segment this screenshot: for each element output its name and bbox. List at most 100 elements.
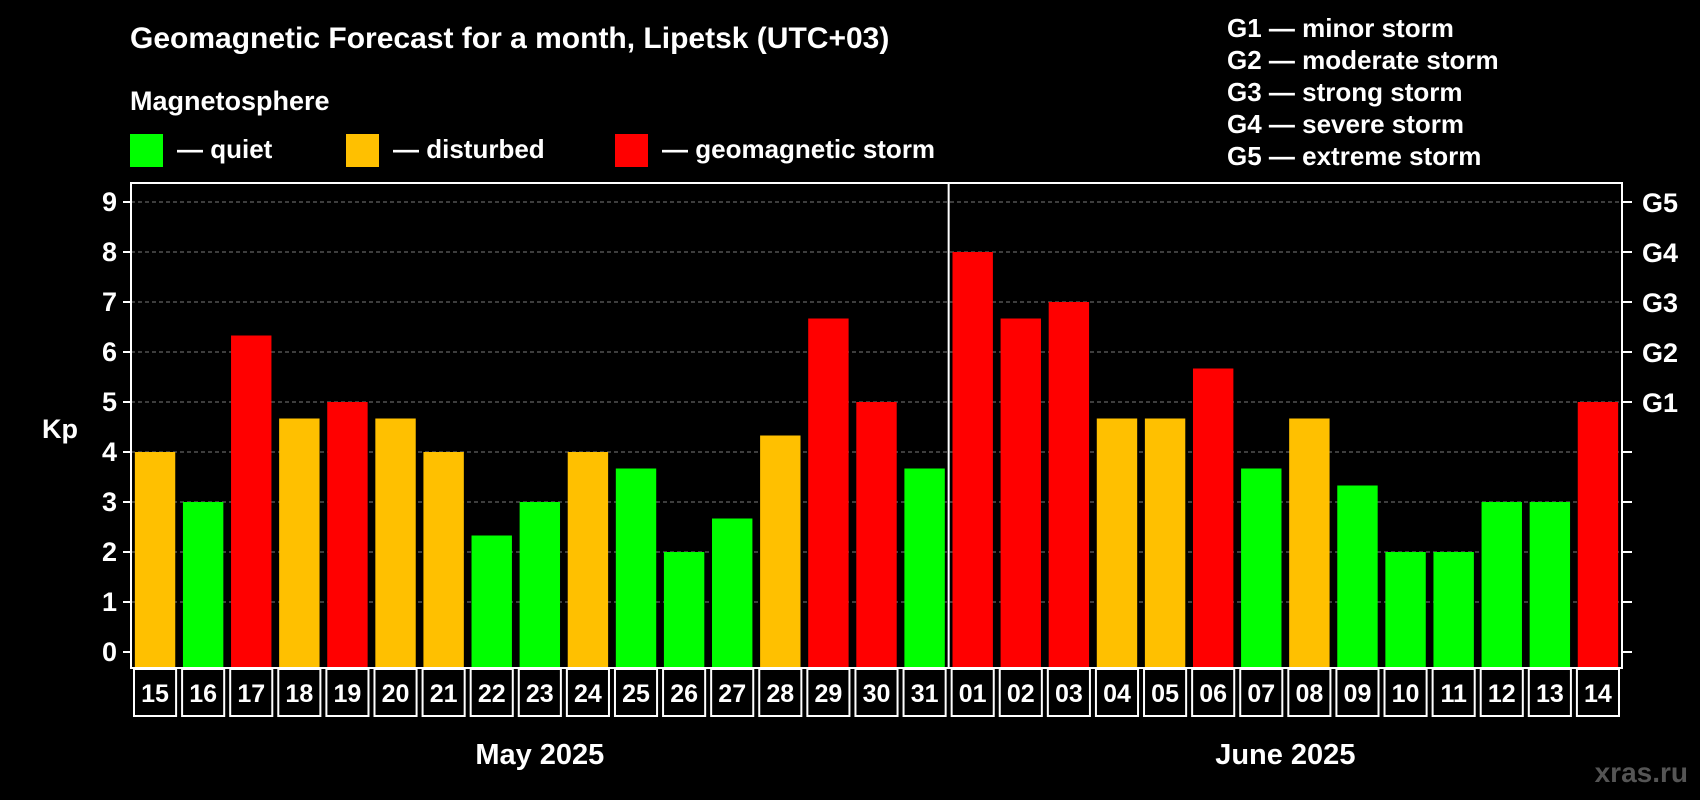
- x-cell-29: [806, 668, 851, 717]
- x-cell-01: [950, 668, 995, 717]
- bar-08: [1289, 418, 1330, 668]
- x-tick-label: 17: [237, 680, 265, 708]
- bar-01: [952, 252, 993, 668]
- x-tick-label: 15: [141, 680, 169, 708]
- x-tick-label: 31: [911, 680, 939, 708]
- bar-20: [375, 418, 416, 668]
- storm-level-list: G1 — minor storm G2 — moderate storm G3 …: [1227, 13, 1499, 171]
- x-cell-13: [1527, 668, 1572, 717]
- storm-level-g5: G5 — extreme storm: [1227, 141, 1481, 171]
- x-tick-label: 10: [1392, 680, 1420, 708]
- storm-level-g1: G1 — minor storm: [1227, 13, 1454, 43]
- x-cell-23: [517, 668, 562, 717]
- x-axis-cells: 15 16 17 18 19 20 21 22 23 24 25 26 27 28 29 30 31 01 02 03…: [133, 668, 1620, 717]
- y-tick-label: 7: [102, 287, 117, 317]
- chart-title: Geomagnetic Forecast for a month, Lipets…: [130, 22, 889, 55]
- x-tick-label: 07: [1247, 680, 1275, 708]
- x-tick-label: 24: [574, 680, 602, 708]
- legend-label-quiet: — quiet: [177, 134, 273, 164]
- bar-24: [567, 452, 609, 668]
- bar-26: [663, 552, 705, 668]
- storm-axis-label: G3: [1642, 288, 1678, 318]
- y-tick-label: 5: [102, 387, 117, 417]
- x-tick-label: 18: [285, 680, 313, 708]
- bar-07: [1241, 468, 1282, 668]
- x-cell-24: [565, 668, 610, 717]
- storm-axis-label: G5: [1642, 188, 1678, 218]
- bar-03: [1048, 302, 1090, 668]
- x-tick-label: 06: [1199, 680, 1227, 708]
- bar-27: [712, 518, 753, 668]
- x-cell-19: [325, 668, 370, 717]
- y-axis-ticks: 0 1 2 3 4 5 6 7 8 9: [102, 187, 131, 667]
- bar-18: [279, 418, 320, 668]
- bar-04: [1096, 418, 1138, 668]
- x-tick-label: 09: [1344, 680, 1372, 708]
- bar-02: [1000, 318, 1041, 668]
- x-cell-25: [613, 668, 659, 717]
- x-cell-21: [421, 668, 466, 717]
- month-label-0: May 2025: [475, 739, 604, 771]
- y-tick-label: 8: [102, 237, 117, 267]
- x-cell-22: [469, 668, 514, 717]
- x-tick-label: 28: [766, 680, 794, 708]
- bar-05: [1144, 418, 1186, 668]
- x-cell-04: [1094, 668, 1140, 717]
- x-cell-16: [181, 668, 226, 717]
- storm-axis-label: G2: [1642, 338, 1678, 368]
- bar-23: [519, 502, 561, 668]
- x-cell-08: [1287, 668, 1332, 717]
- x-cell-26: [662, 668, 707, 717]
- storm-level-g2: G2 — moderate storm: [1227, 45, 1499, 75]
- storm-level-g4: G4 — severe storm: [1227, 109, 1464, 139]
- x-cell-02: [998, 668, 1043, 717]
- bar-09: [1337, 485, 1378, 668]
- watermark: xras.ru: [1595, 757, 1688, 788]
- bar-17: [231, 335, 272, 668]
- legend-label-storm: — geomagnetic storm: [662, 134, 935, 164]
- legend-swatch-storm: [615, 134, 648, 167]
- y-tick-label: 0: [102, 637, 117, 667]
- x-tick-label: 25: [622, 680, 650, 708]
- x-tick-label: 13: [1536, 680, 1564, 708]
- bar-11: [1433, 552, 1474, 668]
- y-axis-label: Kp: [42, 414, 78, 444]
- x-tick-label: 08: [1295, 680, 1323, 708]
- x-cell-28: [758, 668, 803, 717]
- x-tick-label: 12: [1488, 680, 1516, 708]
- y-tick-label: 6: [102, 337, 117, 367]
- x-tick-label: 27: [718, 680, 746, 708]
- x-tick-label: 22: [478, 680, 506, 708]
- y-tick-label: 4: [102, 437, 117, 467]
- x-cell-17: [229, 668, 274, 717]
- y-tick-label: 3: [102, 487, 117, 517]
- bar-15: [134, 452, 176, 668]
- bar-29: [808, 318, 849, 668]
- x-tick-label: 30: [863, 680, 891, 708]
- x-cell-27: [710, 668, 755, 717]
- x-cell-18: [277, 668, 322, 717]
- bar-06: [1192, 368, 1234, 668]
- bar-28: [760, 435, 801, 668]
- x-tick-label: 29: [814, 680, 842, 708]
- y-tick-label: 2: [102, 537, 117, 567]
- x-tick-label: 26: [670, 680, 698, 708]
- x-tick-label: 16: [189, 680, 217, 708]
- bar-14: [1577, 402, 1619, 668]
- legend-label-disturbed: — disturbed: [393, 134, 545, 164]
- bar-25: [615, 468, 657, 668]
- bar-31: [904, 468, 945, 668]
- x-cell-07: [1239, 668, 1284, 717]
- bar-30: [856, 402, 897, 668]
- x-cell-03: [1046, 668, 1091, 717]
- chart-subtitle: Magnetosphere: [130, 86, 330, 116]
- bar-10: [1385, 552, 1426, 668]
- bars: [134, 252, 1619, 668]
- x-cell-30: [854, 668, 899, 717]
- x-tick-label: 01: [959, 680, 987, 708]
- x-cell-15: [133, 668, 178, 717]
- month-labels: May 2025 June 2025: [475, 739, 1355, 771]
- month-label-1: June 2025: [1215, 739, 1355, 771]
- bar-19: [327, 402, 368, 668]
